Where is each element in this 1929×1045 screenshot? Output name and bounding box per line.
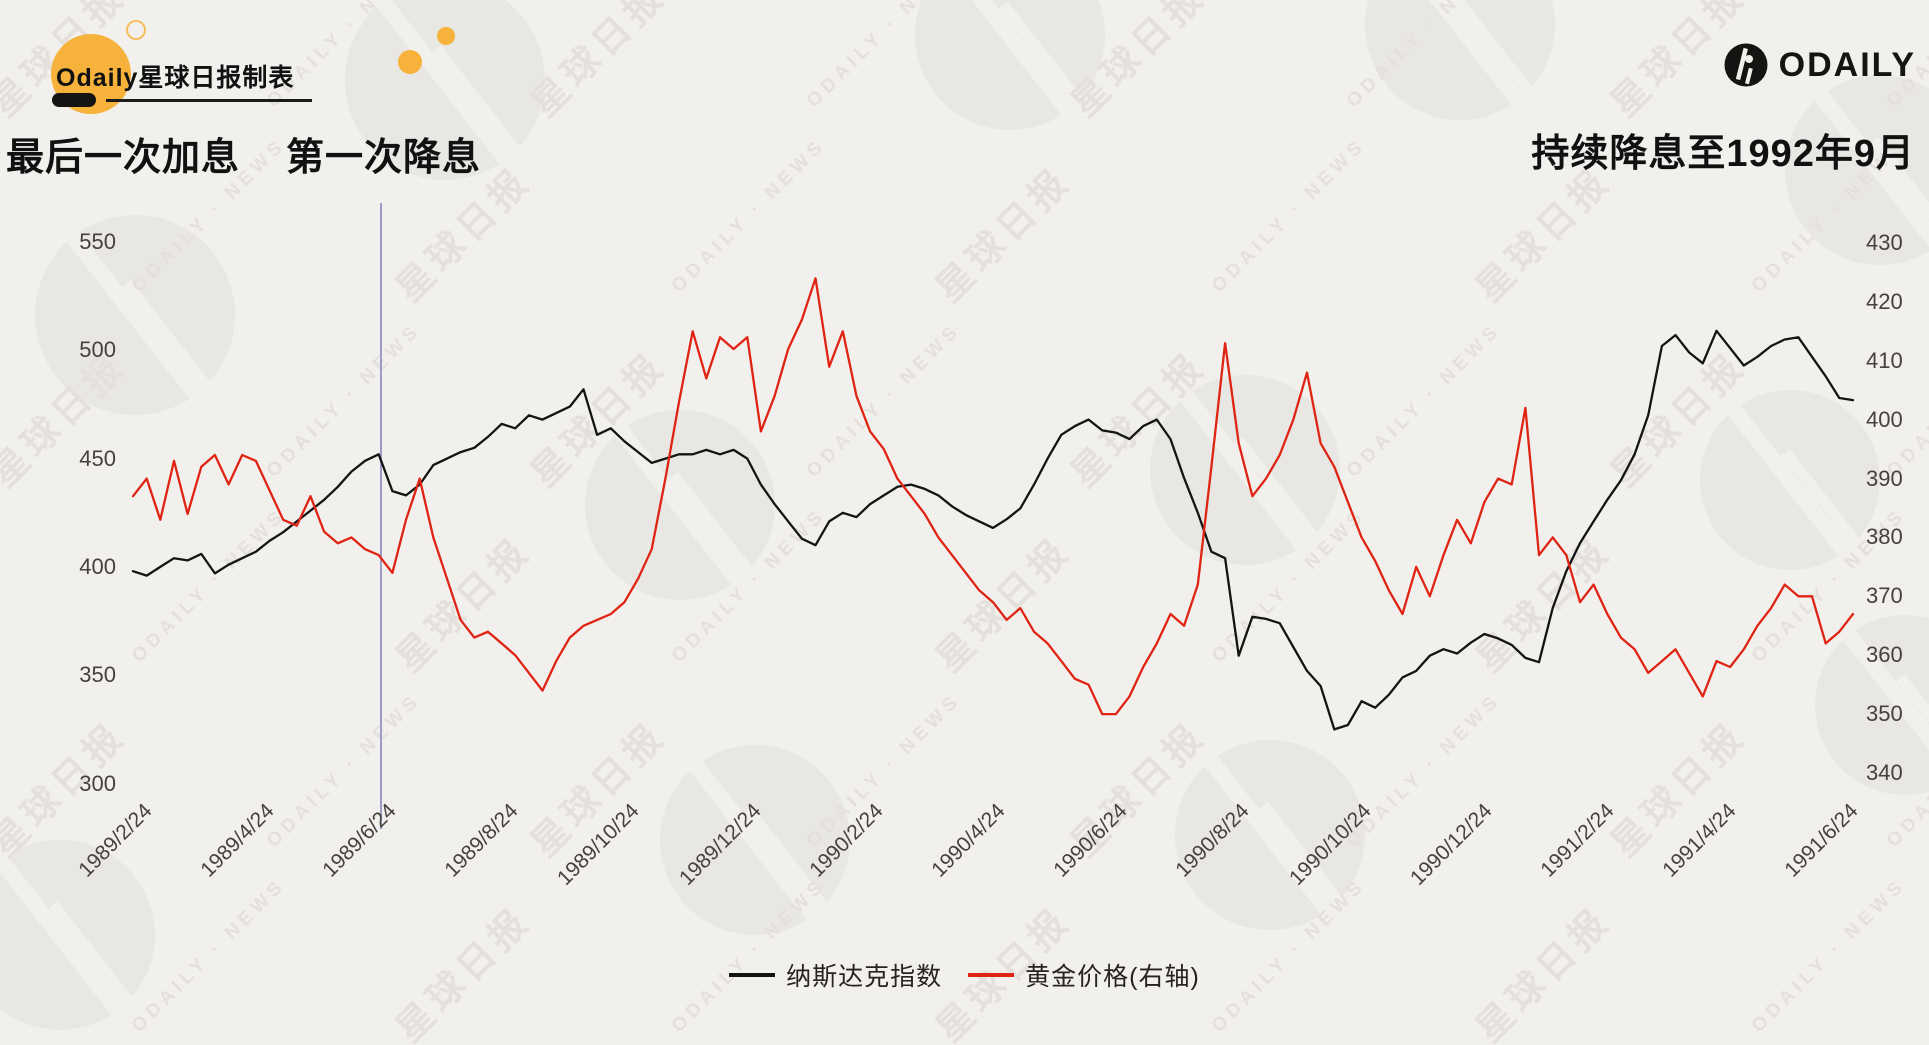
watermark-logo-bean	[1175, 740, 1365, 930]
watermark-text-cjk: 星球日报	[523, 0, 674, 125]
decorative-dot-small	[437, 27, 455, 45]
watermark-logo-bean	[0, 840, 155, 1030]
watermark-text-latin: ODAILY · NEWS	[802, 319, 966, 482]
y-axis-left-label: 350	[79, 662, 116, 688]
watermark-text-latin: ODAILY · NEWS	[1882, 319, 1929, 482]
watermark-text-latin: ODAILY · NEWS	[802, 689, 966, 852]
annotation-last-rate-hike: 最后一次加息	[6, 137, 241, 179]
watermark-text-latin: ODAILY · NEWS	[262, 689, 426, 852]
y-axis-right-label: 390	[1866, 465, 1903, 491]
brand-yellow-ring-icon	[126, 20, 146, 40]
brand-underline-rule	[106, 99, 312, 102]
y-axis-left-label: 300	[79, 770, 116, 796]
y-axis-right-label: 400	[1866, 406, 1903, 432]
watermark-text-latin: ODAILY · NEWS	[1342, 319, 1506, 482]
watermark-text-latin: ODAILY · NEWS	[262, 319, 426, 482]
y-axis-left-label: 500	[79, 337, 116, 363]
y-axis-left-label: 450	[79, 445, 116, 471]
watermark-text-cjk: 星球日报	[1468, 529, 1619, 680]
watermark-text-cjk: 星球日报	[928, 529, 1079, 680]
y-axis-right-label: 350	[1866, 701, 1903, 727]
watermark-logo-bean	[1700, 390, 1880, 570]
nasdaq-line-swatch	[729, 973, 776, 977]
watermark-text-latin: ODAILY · NEWS	[127, 504, 291, 667]
legend-label-gold: 黄金价格(右轴)	[1025, 963, 1200, 991]
y-axis-right-label: 380	[1866, 524, 1903, 550]
watermark-logo-bean	[1785, 75, 1929, 265]
y-axis-left-label: 400	[79, 553, 116, 579]
y-axis-right-label: 360	[1866, 642, 1903, 668]
watermark-logo-bean	[660, 745, 850, 935]
watermark-text-cjk: 星球日报	[928, 159, 1079, 310]
annotation-continued-cuts: 持续降息至1992年9月	[1531, 133, 1915, 175]
annotation-first-rate-cut: 第一次降息	[286, 137, 482, 179]
watermark-text-cjk: 星球日报	[388, 529, 539, 680]
y-axis-right-label: 420	[1866, 288, 1903, 314]
watermark-text-latin: ODAILY · NEWS	[667, 134, 831, 297]
y-axis-right-label: 370	[1866, 583, 1903, 609]
decorative-dot-large	[398, 50, 422, 74]
odaily-logo-text: ODAILY	[1778, 45, 1916, 84]
y-axis-right-label: 430	[1866, 230, 1903, 255]
legend: 纳斯达克指数 黄金价格(右轴)	[0, 957, 1929, 993]
odaily-logo-icon	[1724, 43, 1768, 87]
legend-label-nasdaq: 纳斯达克指数	[786, 963, 943, 991]
y-axis-left-label: 550	[79, 229, 116, 254]
brand-underline-bar	[52, 93, 96, 107]
watermark-text-latin: ODAILY · NEWS	[1207, 134, 1371, 297]
y-axis-right-label: 340	[1866, 760, 1903, 785]
odaily-logo: ODAILY	[1723, 42, 1916, 88]
chart-maker-label: Odaily星球日报制表	[56, 64, 295, 92]
watermark-logo-bean	[915, 0, 1105, 130]
gold-line-swatch	[968, 973, 1015, 977]
rate-cut-annotation-line	[380, 203, 382, 829]
watermark-text-cjk: 星球日报	[1603, 714, 1754, 865]
legend-item-nasdaq: 纳斯达克指数	[729, 957, 942, 993]
y-axis-right-label: 410	[1866, 347, 1903, 373]
legend-item-gold: 黄金价格(右轴)	[968, 957, 1200, 993]
